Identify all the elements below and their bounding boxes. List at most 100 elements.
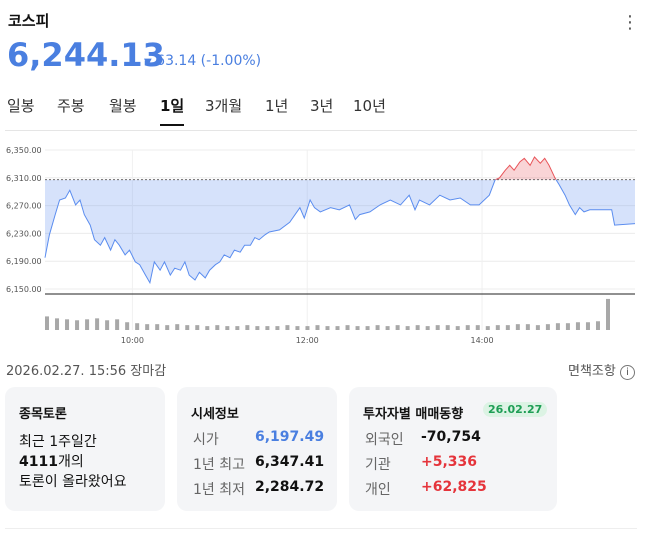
change: ▼ 63.14 (-1.00%): [144, 53, 261, 69]
divider: [5, 528, 637, 529]
volume-bar: [305, 326, 310, 330]
tab[interactable]: 월봉: [109, 97, 137, 115]
date-badge: 26.02.27: [483, 402, 548, 417]
volume-bar: [375, 325, 380, 330]
menu-icon[interactable]: ⋮: [621, 12, 639, 33]
volume-bar: [105, 320, 110, 330]
volume-bar: [155, 324, 160, 330]
row-label: 기관: [365, 457, 391, 473]
volume-bar: [395, 325, 400, 330]
volume-bar: [275, 326, 280, 330]
y-tick-label: 6,270.00: [6, 202, 42, 211]
info-icon[interactable]: i: [620, 365, 635, 380]
row-value: -70,754: [421, 429, 481, 445]
row-value: 2,284.72: [255, 479, 325, 495]
volume-bar: [325, 326, 330, 330]
price: 6,244.13: [7, 36, 165, 74]
investor-card[interactable]: 투자자별 매매동향 26.02.27 외국인 -70,754 기관 +5,336 개인 +…: [349, 387, 557, 511]
quote-card[interactable]: 시세정보 시가 6,197.49 1년 최고 6,347.41 1년 최저 2,284.7…: [177, 387, 337, 511]
y-tick-label: 6,150.00: [6, 285, 42, 294]
card-title: 종목토론: [19, 407, 67, 422]
volume-bar: [235, 326, 240, 330]
y-tick-label: 6,230.00: [6, 229, 42, 238]
divider: [5, 130, 637, 131]
row-value: +5,336: [421, 454, 478, 470]
discussion-card[interactable]: 종목토론 최근 1주일간 4111개의 토론이 올라왔어요: [5, 387, 165, 511]
volume-bar: [565, 323, 570, 330]
volume-bar: [515, 324, 520, 330]
line-down: [44, 179, 636, 285]
volume-bar: [455, 326, 460, 330]
volume-bar: [505, 325, 510, 330]
volume-bar: [295, 326, 300, 330]
y-tick-label: 6,350.00: [6, 146, 42, 155]
volume-bar: [495, 325, 500, 330]
text: 개의: [57, 454, 84, 470]
text: 4111개의: [19, 451, 84, 471]
volume-bar: [545, 324, 550, 330]
volume-bar: [345, 325, 350, 330]
text: 토론이 올라왔어요: [19, 474, 127, 490]
line-up: [494, 156, 557, 180]
tab[interactable]: 일봉: [7, 97, 35, 115]
row: 기관 +5,336: [365, 454, 477, 474]
volume-bar: [255, 326, 260, 330]
volume-bar: [205, 326, 210, 330]
volume-bar: [215, 325, 220, 330]
volume-bar: [195, 325, 200, 330]
title: 코스피: [8, 12, 50, 30]
volume-bar: [65, 319, 70, 330]
volume-bar: [365, 326, 370, 330]
row-label: 시가: [193, 432, 219, 448]
change-text: 63.14 (-1.00%): [156, 53, 262, 69]
disclaimer-text[interactable]: 면책조항: [568, 364, 616, 379]
row-label: 외국인: [365, 432, 404, 448]
volume-bar: [355, 326, 360, 330]
volume-bar: [265, 326, 270, 330]
timestamp: 2026.02.27. 15:56 장마감: [6, 364, 167, 379]
row-value: 6,197.49: [255, 429, 325, 445]
volume-bar: [75, 320, 80, 330]
row: 개인 +62,825: [365, 479, 487, 499]
volume-bar: [405, 326, 410, 330]
volume-bar: [425, 326, 430, 330]
tab[interactable]: 3년: [310, 97, 334, 115]
volume-bar: [555, 323, 560, 330]
text: 최근 1주일간: [19, 434, 97, 450]
volume-bar: [85, 319, 90, 330]
row-value: +62,825: [421, 479, 487, 495]
count: 4111: [19, 454, 58, 470]
row-label: 1년 최고: [193, 457, 245, 473]
volume-bar: [485, 326, 490, 330]
disclaimer[interactable]: 면책조항 i: [568, 360, 635, 380]
volume-bar: [185, 325, 190, 330]
volume-bar: [125, 322, 130, 330]
area-up: [45, 157, 635, 180]
volume-bar: [535, 325, 540, 330]
card-title: 시세정보: [191, 407, 239, 422]
volume-bar: [245, 325, 250, 330]
volume-bar: [165, 325, 170, 330]
volume-bar: [95, 318, 100, 330]
tab[interactable]: 10년: [353, 97, 386, 115]
tab[interactable]: 주봉: [57, 97, 85, 115]
row: 1년 최고 6,347.41: [193, 454, 324, 474]
row-label: 개인: [365, 482, 391, 498]
tab[interactable]: 3개월: [205, 97, 243, 115]
row-label: 1년 최저: [193, 482, 245, 498]
volume-bar: [285, 325, 290, 330]
volume-bar: [445, 325, 450, 330]
x-tick-label: 12:00: [296, 336, 319, 345]
tab[interactable]: 1년: [265, 97, 289, 115]
volume-bar: [606, 298, 610, 330]
row: 외국인 -70,754: [365, 429, 481, 449]
tab[interactable]: 1일: [160, 95, 185, 126]
area-down: [45, 179, 635, 283]
volume-bar: [475, 325, 480, 330]
volume-bar: [225, 326, 230, 330]
volume-bar: [45, 316, 49, 330]
volume-bar: [415, 325, 420, 330]
volume-bar: [585, 322, 590, 330]
volume-bar: [335, 326, 340, 330]
